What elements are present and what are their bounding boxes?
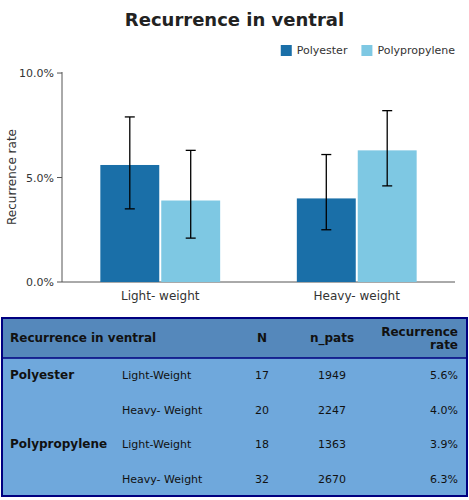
table-header: Recurrencerate (381, 325, 458, 352)
table-header-line: N (257, 331, 267, 345)
legend-swatch (281, 45, 292, 56)
error-cap (186, 237, 196, 238)
y-tick (57, 177, 62, 178)
table-header-line: n_pats (310, 331, 354, 346)
y-tick-label: 10.0% (19, 67, 54, 80)
table-cell: 3.9% (430, 438, 458, 451)
table-cell: 2247 (318, 404, 346, 417)
error-cap (186, 150, 196, 151)
table: Recurrence in ventral Nn_pats Recurrencera… (2, 318, 467, 496)
error-line (326, 155, 327, 230)
table-header-background (3, 319, 466, 358)
table-cell: 17 (255, 369, 269, 382)
y-axis-label: Recurrence rate (5, 129, 19, 225)
table-cell: Heavy- Weight (122, 404, 203, 417)
error-cap (382, 110, 392, 111)
table-header-line: Recurrence in ventral (10, 331, 156, 345)
table-cell: 5.6% (430, 369, 458, 382)
table-header-line: rate (430, 338, 458, 352)
table-cell: Heavy- Weight (122, 473, 203, 486)
error-bar (321, 155, 331, 230)
y-tick-label: 0.0% (26, 276, 54, 289)
table-cell: 6.3% (430, 473, 458, 486)
error-bar (125, 117, 135, 209)
table-cell: Polyester (10, 368, 74, 382)
error-line (190, 150, 191, 238)
table-rule (2, 357, 467, 359)
table-cell: 1363 (318, 438, 346, 451)
legend-swatch (361, 45, 372, 56)
y-axis-line (62, 72, 63, 282)
error-line (387, 111, 388, 186)
error-line (129, 117, 130, 209)
table-cell: Light-Weight (122, 369, 192, 382)
legend: Polypropylene Polyester (281, 44, 455, 57)
error-bar (382, 111, 392, 186)
table-cell: 1949 (318, 369, 346, 382)
table-header: n_pats (310, 331, 354, 346)
y-axis: 0.0% 5.0% 10.0% (19, 67, 455, 289)
table-cell: 18 (255, 438, 269, 451)
table-cell: 32 (255, 473, 269, 486)
error-cap (321, 229, 331, 230)
y-tick (57, 73, 62, 74)
table-background (2, 318, 467, 496)
chart: Recurrence in ventralRecurrence rate0.0%… (0, 0, 469, 500)
table-cell: Light-Weight (122, 438, 192, 451)
table-cell: Polypropylene (10, 437, 107, 451)
x-tick-label: Light- weight (121, 289, 200, 303)
x-tick-label: Heavy- weight (314, 289, 401, 303)
error-cap (125, 116, 135, 117)
bars (100, 111, 416, 282)
table-header: N (257, 331, 267, 345)
legend-label: Polypropylene (377, 44, 455, 57)
error-cap (382, 185, 392, 186)
table-header: Recurrence in ventral (10, 331, 156, 345)
table-cell: 20 (255, 404, 269, 417)
error-cap (125, 208, 135, 209)
table-header-line: Recurrence (381, 325, 458, 339)
error-bar (186, 150, 196, 238)
title: Recurrence in ventral (125, 9, 344, 30)
table-cell: 2670 (318, 473, 346, 486)
table-cell: 4.0% (430, 404, 458, 417)
y-tick (57, 282, 62, 283)
legend-label: Polyester (297, 44, 348, 57)
error-cap (321, 154, 331, 155)
y-tick-label: 5.0% (26, 172, 54, 185)
